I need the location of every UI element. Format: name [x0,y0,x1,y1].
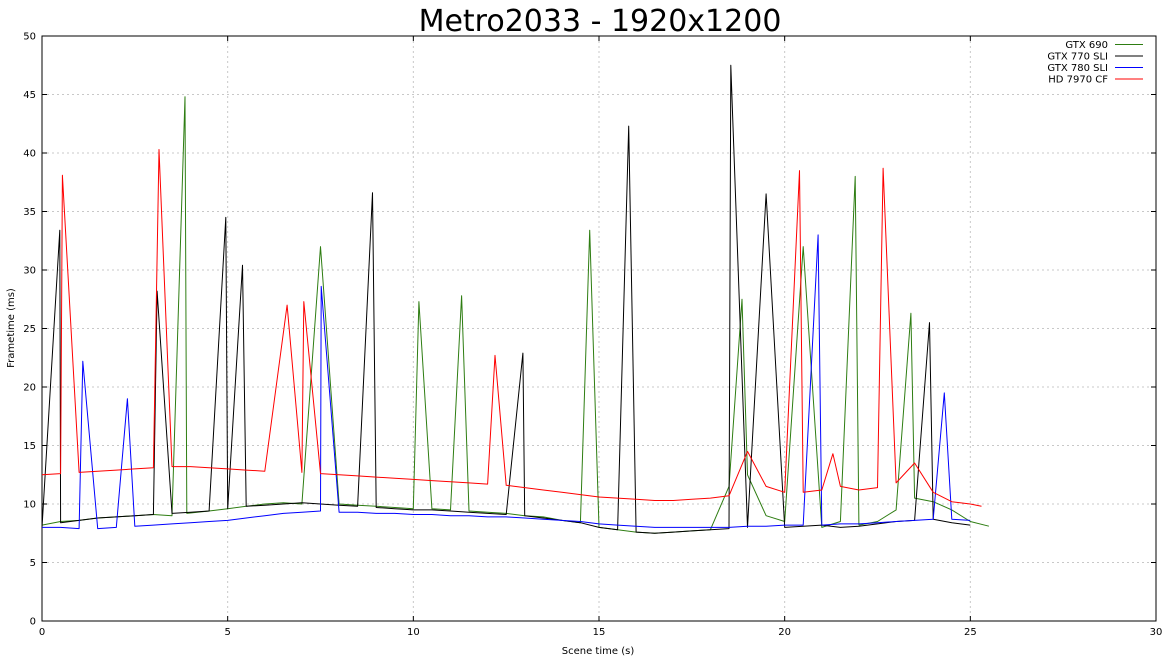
y-axis-label: Frametime (ms) [6,288,17,368]
chart-title: Metro2033 - 1920x1200 [419,4,782,39]
series-line-gtx-690 [41,96,990,534]
y-tick-label: 20 [23,383,36,394]
series-line-hd-7970-cf [41,149,982,507]
x-axis-label: Scene time (s) [562,646,635,657]
grid-layer [42,36,1156,621]
y-tick-label: 30 [23,266,36,277]
y-tick-label: 35 [23,207,36,218]
x-tick-label: 10 [407,627,420,638]
legend-label-hd-7970-cf: HD 7970 CF [1048,75,1108,86]
legend-label-gtx-770-sli: GTX 770 SLI [1047,52,1108,63]
x-tick-label: 30 [1150,627,1163,638]
x-tick-label: 20 [778,627,791,638]
y-tick-label: 40 [23,149,36,160]
series-line-gtx-780-sli [42,234,971,530]
y-tick-label: 45 [23,90,36,101]
legend-label-gtx-690: GTX 690 [1065,40,1108,51]
y-tick-label: 50 [23,32,36,43]
x-tick-label: 0 [39,627,45,638]
series-line-gtx-770-sli [41,64,971,534]
y-tick-label: 25 [23,324,36,335]
x-tick-label: 25 [964,627,977,638]
series-layer [41,64,990,534]
x-tick-label: 15 [593,627,606,638]
y-tick-label: 5 [30,558,36,569]
x-tick-label: 5 [224,627,230,638]
y-tick-label: 15 [23,441,36,452]
y-tick-label: 0 [30,617,36,628]
legend-label-gtx-780-sli: GTX 780 SLI [1047,63,1108,74]
tick-layer: 0 5 10 15 20 25 30 35 40 45 50 0 5 10 15 20 25 30 [23,32,1162,639]
y-tick-label: 10 [23,500,36,511]
